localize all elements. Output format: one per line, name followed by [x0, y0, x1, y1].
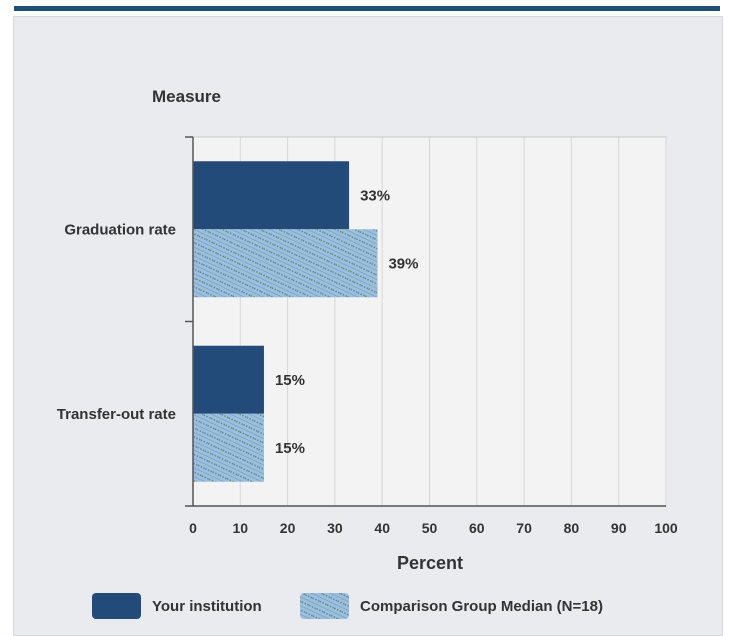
- x-tick-label-100: 100: [654, 520, 678, 536]
- legend-swatch-your-institution: [92, 593, 141, 619]
- bar-comparison-group-median-n-18-graduation-rate: [193, 229, 378, 298]
- x-axis-title: Percent: [397, 553, 463, 573]
- bar-your-institution-transfer-out-rate: [193, 345, 264, 414]
- y-axis-title: Measure: [152, 87, 221, 106]
- x-tick-label-50: 50: [422, 520, 438, 536]
- bars-group: 33% 39% 15% 15%: [193, 161, 419, 482]
- data-label-comparison-group-median-n-18-graduation-rate: 39%: [388, 255, 418, 272]
- axes-group: 0 10 20 30 40 50 60 70 80 90 100 Graduation rate Tra…: [57, 136, 678, 536]
- x-tick-label-40: 40: [374, 520, 390, 536]
- bar-your-institution-graduation-rate: [193, 161, 350, 230]
- category-label-transfer-out-rate: Transfer-out rate: [57, 406, 176, 423]
- x-tick-label-0: 0: [189, 520, 197, 536]
- bar-comparison-group-median-n-18-transfer-out-rate: [193, 413, 264, 482]
- legend-label-comparison-median: Comparison Group Median (N=18): [360, 598, 603, 615]
- x-tick-label-90: 90: [611, 520, 627, 536]
- data-label-comparison-group-median-n-18-transfer-out-rate: 15%: [275, 440, 305, 457]
- data-label-your-institution-graduation-rate: 33%: [360, 187, 390, 204]
- category-label-graduation-rate: Graduation rate: [64, 221, 176, 238]
- legend-label-your-institution: Your institution: [152, 598, 262, 615]
- data-label-your-institution-transfer-out-rate: 15%: [275, 372, 305, 389]
- x-tick-label-70: 70: [516, 520, 532, 536]
- x-tick-label-20: 20: [280, 520, 296, 536]
- legend-swatch-comparison-median: [300, 593, 349, 619]
- x-tick-label-10: 10: [233, 520, 249, 536]
- x-tick-label-30: 30: [327, 520, 343, 536]
- header-accent-bar: [14, 6, 720, 11]
- x-tick-label-60: 60: [469, 520, 485, 536]
- x-tick-label-80: 80: [564, 520, 580, 536]
